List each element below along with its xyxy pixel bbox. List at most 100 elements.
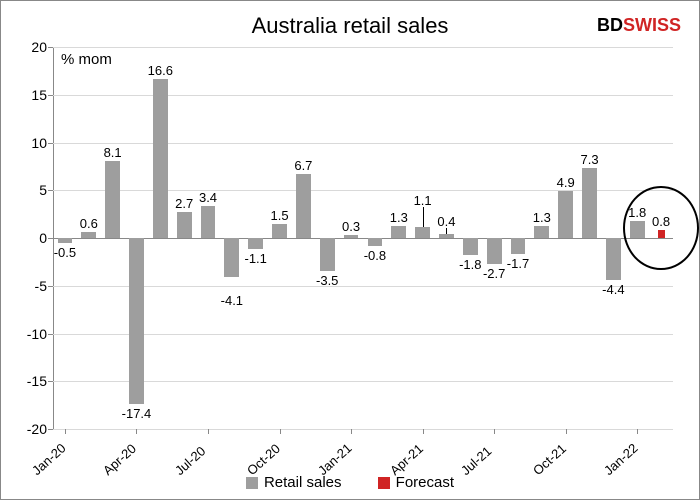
legend-item-forecast: Forecast (378, 474, 454, 491)
data-label: -0.5 (54, 245, 76, 260)
data-label: -0.8 (364, 248, 386, 263)
ytick-mark (48, 381, 53, 382)
bar-retail (439, 234, 454, 238)
chart-title: Australia retail sales (1, 13, 699, 39)
bar-retail (248, 238, 263, 249)
ytick-label: 20 (7, 39, 47, 55)
data-label: 4.9 (557, 175, 575, 190)
leader-line (446, 228, 447, 234)
legend-swatch-forecast (378, 477, 390, 489)
data-label: 16.6 (148, 63, 173, 78)
legend-item-retail: Retail sales (246, 474, 342, 491)
xtick-mark (280, 429, 281, 434)
xtick-label: Jul-21 (458, 443, 494, 478)
data-label: -4.4 (602, 282, 624, 297)
ytick-label: 0 (7, 230, 47, 246)
ytick-label: -10 (7, 326, 47, 342)
logo-prefix: BD (597, 15, 623, 35)
data-label: 0.6 (80, 216, 98, 231)
legend-label-retail: Retail sales (264, 474, 342, 491)
xtick-mark (351, 429, 352, 434)
bar-retail (415, 227, 430, 238)
bar-retail (81, 232, 96, 238)
data-label: -1.8 (459, 257, 481, 272)
data-label: -3.5 (316, 273, 338, 288)
gridline (53, 429, 673, 430)
xtick-label: Jul-20 (172, 443, 208, 478)
gridline (53, 95, 673, 96)
data-label: -17.4 (122, 406, 152, 421)
ytick-mark (48, 286, 53, 287)
bar-retail (177, 212, 192, 238)
data-label: 1.3 (533, 210, 551, 225)
data-label: 1.3 (390, 210, 408, 225)
bar-retail (224, 238, 239, 277)
bar-retail (153, 79, 168, 238)
data-label: -4.1 (221, 293, 243, 308)
data-label: 0.4 (437, 214, 455, 229)
data-label: 6.7 (294, 158, 312, 173)
bar-retail (296, 174, 311, 238)
gridline (53, 47, 673, 48)
bar-retail (58, 238, 73, 243)
data-label: -2.7 (483, 266, 505, 281)
chart-container: Australia retail sales BDSWISS -20 -15 -10… (0, 0, 700, 500)
xtick-mark (423, 429, 424, 434)
ytick-mark (48, 143, 53, 144)
bar-retail (391, 226, 406, 238)
data-label: 3.4 (199, 190, 217, 205)
gridline (53, 143, 673, 144)
data-label: 1.5 (270, 208, 288, 223)
ytick-label: 10 (7, 135, 47, 151)
ytick-mark (48, 95, 53, 96)
leader-line (423, 207, 424, 227)
legend-label-forecast: Forecast (396, 474, 454, 491)
y-axis-label: % mom (61, 51, 112, 68)
bar-retail (487, 238, 502, 264)
ytick-label: -15 (7, 373, 47, 389)
xtick-label: Apr-20 (100, 441, 139, 478)
legend-swatch-retail (246, 477, 258, 489)
bar-retail (320, 238, 335, 271)
data-label: 8.1 (104, 145, 122, 160)
data-label: 1.1 (414, 193, 432, 208)
xtick-label: Oct-20 (244, 441, 283, 478)
data-label: -1.7 (507, 256, 529, 271)
data-label: 2.7 (175, 196, 193, 211)
bar-retail (606, 238, 621, 280)
xtick-label: Oct-21 (530, 441, 569, 478)
xtick-label: Jan-21 (315, 440, 355, 478)
ytick-label: 5 (7, 182, 47, 198)
brand-logo: BDSWISS (597, 15, 681, 36)
bar-retail (534, 226, 549, 238)
xtick-mark (494, 429, 495, 434)
xtick-label: Apr-21 (387, 441, 426, 478)
xtick-label: Jan-22 (601, 440, 641, 478)
ytick-label: 15 (7, 87, 47, 103)
bar-retail (511, 238, 526, 254)
ytick-mark (48, 334, 53, 335)
baseline (53, 238, 673, 239)
ytick-mark (48, 429, 53, 430)
data-label: 7.3 (580, 152, 598, 167)
xtick-mark (136, 429, 137, 434)
gridline (53, 334, 673, 335)
bar-retail (558, 191, 573, 238)
bar-retail (105, 161, 120, 238)
xtick-label: Jan-20 (29, 440, 69, 478)
logo-suffix: SWISS (623, 15, 681, 35)
ytick-mark (48, 47, 53, 48)
ytick-mark (48, 190, 53, 191)
ytick-label: -20 (7, 421, 47, 437)
bar-retail (463, 238, 478, 255)
bar-retail (582, 168, 597, 238)
xtick-mark (566, 429, 567, 434)
xtick-mark (65, 429, 66, 434)
gridline (53, 381, 673, 382)
data-label: -1.1 (244, 251, 266, 266)
bar-retail (368, 238, 383, 246)
gridline (53, 286, 673, 287)
bar-retail (272, 224, 287, 238)
annotation-circle (623, 186, 699, 270)
bar-retail (129, 238, 144, 404)
